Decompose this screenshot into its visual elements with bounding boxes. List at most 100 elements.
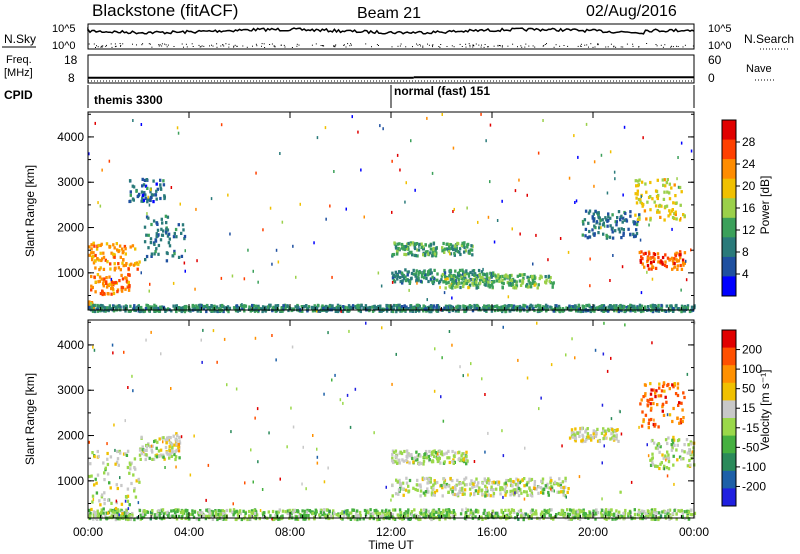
power-cell — [484, 273, 487, 277]
power-cell — [243, 309, 246, 313]
velocity-cell — [500, 510, 503, 514]
power-cell — [241, 306, 244, 310]
velocity-cell — [365, 510, 368, 514]
velocity-cell — [652, 422, 655, 427]
power-region — [634, 178, 686, 222]
power-cell — [618, 305, 622, 309]
power-cell — [675, 201, 678, 205]
power-cell — [159, 183, 162, 187]
velocity-cell — [469, 512, 473, 517]
power-cell — [671, 309, 675, 313]
power-scatter-cell — [651, 277, 654, 281]
velocity-cell — [658, 386, 661, 390]
power-cell — [547, 274, 551, 278]
velocity-scatter-cell — [385, 485, 387, 489]
velocity-scatter-cell — [606, 369, 609, 373]
velocity-cell — [685, 438, 689, 442]
velocity-cell — [483, 508, 486, 512]
nsearch-dot — [499, 45, 500, 46]
power-scatter-cell — [172, 281, 175, 285]
velocity-cell — [128, 513, 131, 518]
velocity-cell — [293, 508, 296, 512]
velocity-cell — [173, 453, 176, 457]
velocity-cell — [369, 508, 372, 512]
nsearch-dot — [114, 43, 116, 45]
power-cell — [282, 304, 285, 308]
power-cell — [602, 309, 605, 313]
velocity-cell — [655, 511, 658, 515]
nsearch-dot — [507, 45, 509, 47]
velocity-cell — [440, 483, 443, 488]
power-cell — [629, 210, 632, 214]
velocity-cell — [559, 484, 562, 488]
power-cell — [420, 307, 424, 311]
velocity-scatter-cell — [462, 374, 464, 378]
velocity-scatter-cell — [127, 386, 129, 389]
velocity-cell — [558, 512, 562, 516]
nsearch-dot — [334, 45, 336, 47]
velocity-cell — [253, 511, 257, 516]
power-cell — [403, 247, 407, 252]
power-cell — [637, 305, 641, 309]
velocity-cell — [210, 509, 213, 513]
velocity-cell — [660, 389, 664, 393]
power-cell — [491, 273, 495, 277]
power-cell — [101, 292, 104, 297]
power-cell — [397, 306, 401, 310]
velocity-cell — [373, 509, 376, 513]
velocity-cell — [656, 464, 659, 469]
power-cell — [399, 306, 403, 311]
power-cell — [673, 257, 676, 261]
power-cell — [664, 260, 667, 264]
velocity-cell — [407, 489, 411, 493]
velocity-cell — [103, 491, 106, 495]
power-cell — [643, 306, 647, 311]
velocity-cell — [580, 510, 583, 514]
power-cell — [498, 306, 501, 310]
power-cell — [149, 195, 153, 200]
power-scatter-cell — [132, 119, 134, 122]
nsearch-dot — [296, 43, 298, 45]
velocity-cell — [429, 453, 432, 458]
power-cell — [661, 178, 664, 182]
power-cell — [601, 223, 605, 227]
power-cell — [468, 251, 471, 255]
velocity-cell — [432, 487, 435, 491]
velocity-ytick-label: 2000 — [57, 429, 84, 443]
velocity-cell — [620, 514, 624, 519]
velocity-cell — [578, 517, 582, 521]
velocity-cell — [459, 482, 462, 486]
velocity-cell — [670, 448, 674, 452]
velocity-cell — [399, 486, 402, 491]
velocity-cell — [641, 517, 644, 521]
velocity-cell — [677, 403, 680, 407]
power-cell — [117, 262, 120, 266]
velocity-cbar-swatch — [722, 347, 736, 366]
power-cell — [636, 217, 640, 221]
velocity-scatter-cell — [127, 507, 130, 511]
velocity-cell — [166, 436, 169, 440]
velocity-cell — [462, 452, 466, 456]
velocity-cell — [168, 456, 171, 460]
power-cell — [643, 209, 647, 213]
nsearch-dot — [682, 46, 684, 48]
velocity-scatter-cell — [691, 450, 693, 454]
power-cell — [306, 309, 309, 313]
power-cell — [354, 305, 357, 309]
velocity-cell — [668, 387, 671, 391]
power-cell — [102, 284, 105, 288]
power-cell — [195, 304, 198, 308]
power-cell — [392, 279, 396, 283]
nsearch-dot — [499, 45, 501, 47]
power-cell — [123, 244, 127, 249]
power-cell — [661, 255, 665, 260]
nsearch-dot — [405, 46, 407, 48]
power-cell — [144, 193, 147, 197]
velocity-cell — [382, 512, 385, 516]
power-cell — [148, 305, 151, 309]
velocity-cell — [556, 490, 559, 494]
velocity-cell — [422, 459, 426, 463]
velocity-cell — [116, 508, 119, 512]
power-cell — [150, 252, 154, 256]
velocity-scatter-cell — [665, 458, 667, 462]
